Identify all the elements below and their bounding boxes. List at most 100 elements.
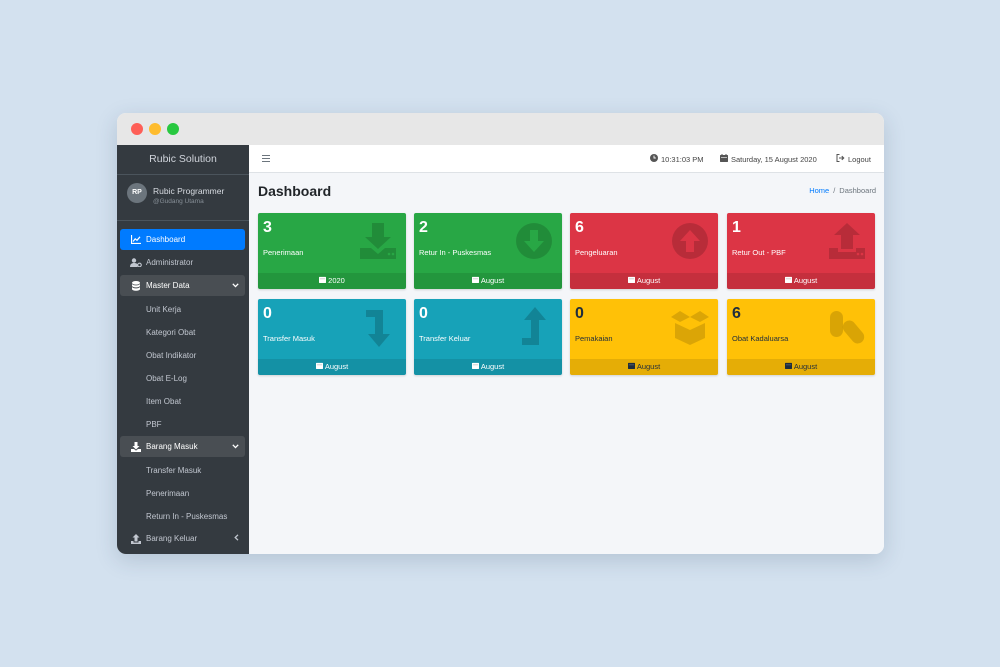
sidebar-item-label: Administrator	[146, 258, 193, 267]
page-title: Dashboard	[258, 183, 331, 199]
info-box-retur-out-pbf[interactable]: 1 Retur Out - PBF August	[727, 213, 875, 289]
box-footer: August	[727, 273, 875, 289]
box-label: Obat Kadaluarsa	[732, 334, 788, 343]
info-box-pengeluaran[interactable]: 6 Pengeluaran August	[570, 213, 718, 289]
box-footer-label: August	[325, 359, 348, 375]
sidebar-item-barang-keluar[interactable]: Barang Keluar	[120, 528, 245, 549]
box-footer-label: August	[637, 359, 660, 375]
sidebar-subitem-item-obat[interactable]: Item Obat	[117, 390, 249, 413]
box-label: Pengeluaran	[575, 248, 618, 257]
box-label: Transfer Keluar	[419, 334, 470, 343]
info-box-transfer-masuk[interactable]: 0 Transfer Masuk August	[258, 299, 406, 375]
box-label: Retur In - Puskesmas	[419, 248, 491, 257]
sidebar-item-label: Barang Masuk	[146, 442, 198, 451]
download-icon	[358, 221, 398, 261]
box-footer: August	[414, 359, 562, 375]
sidebar-item-barang-masuk[interactable]: Barang Masuk	[120, 436, 245, 457]
sidebar-item-label: Dashboard	[146, 235, 185, 244]
arrow-circle-up-icon	[670, 221, 710, 261]
capsules-icon	[827, 307, 867, 347]
sidebar-subitem-pbf[interactable]: PBF	[117, 413, 249, 436]
window-titlebar	[117, 113, 884, 145]
box-value: 1	[732, 219, 741, 237]
box-footer-label: 2020	[328, 273, 345, 289]
menu-toggle-icon[interactable]	[262, 155, 270, 162]
box-footer: August	[258, 359, 406, 375]
level-up-icon	[514, 307, 554, 347]
calendar-icon	[319, 273, 326, 289]
chevron-down-icon	[232, 275, 239, 296]
box-footer: August	[570, 359, 718, 375]
sidebar-subitem-obat-elog[interactable]: Obat E-Log	[117, 367, 249, 390]
sidebar-item-label: Barang Keluar	[146, 534, 197, 543]
box-value: 6	[732, 305, 741, 323]
brand-title[interactable]: Rubic Solution	[117, 145, 249, 175]
box-footer-label: August	[481, 273, 504, 289]
box-label: Pemakaian	[575, 334, 613, 343]
calendar-icon	[785, 273, 792, 289]
sidebar-item-label: Master Data	[146, 281, 190, 290]
sign-out-icon	[836, 146, 845, 173]
sidebar-nav: Dashboard Administrator Master Data Unit…	[117, 229, 249, 551]
info-box-retur-in-puskesmas[interactable]: 2 Retur In - Puskesmas August	[414, 213, 562, 289]
calendar-icon	[785, 359, 792, 375]
calendar-icon	[316, 359, 323, 375]
users-cog-icon	[130, 252, 142, 273]
box-value: 0	[419, 305, 428, 323]
minimize-window-button[interactable]	[149, 123, 161, 135]
arrow-circle-down-icon	[514, 221, 554, 261]
sidebar: Rubic Solution RP Rubic Programmer @Guda…	[117, 145, 249, 554]
download-icon	[130, 436, 142, 457]
box-value: 2	[419, 219, 428, 237]
info-box-penerimaan[interactable]: 3 Penerimaan 2020	[258, 213, 406, 289]
logout-link[interactable]: Logout	[836, 145, 871, 173]
box-value: 0	[575, 305, 584, 323]
box-label: Transfer Masuk	[263, 334, 315, 343]
level-down-icon	[358, 307, 398, 347]
browser-window: Rubic Solution RP Rubic Programmer @Guda…	[117, 113, 884, 554]
chevron-down-icon	[232, 436, 239, 457]
current-time: 10:31:03 PM	[661, 146, 704, 173]
date-display: Saturday, 15 August 2020	[720, 145, 817, 173]
sidebar-subitem-kategori-obat[interactable]: Kategori Obat	[117, 321, 249, 344]
box-value: 3	[263, 219, 272, 237]
user-location: @Gudang Utama	[153, 198, 204, 205]
avatar[interactable]: RP	[127, 183, 147, 203]
box-label: Penerimaan	[263, 248, 303, 257]
info-box-obat-kadaluarsa[interactable]: 6 Obat Kadaluarsa August	[727, 299, 875, 375]
clock-icon	[650, 146, 658, 173]
user-name[interactable]: Rubic Programmer	[153, 186, 224, 196]
breadcrumb-home-link[interactable]: Home	[809, 186, 829, 195]
box-footer-label: August	[481, 359, 504, 375]
box-value: 0	[263, 305, 272, 323]
sidebar-subitem-unit-kerja[interactable]: Unit Kerja	[117, 298, 249, 321]
breadcrumb: Home / Dashboard	[809, 186, 876, 195]
sidebar-subitem-transfer-masuk[interactable]: Transfer Masuk	[117, 459, 249, 482]
breadcrumb-current: Dashboard	[839, 186, 876, 195]
sidebar-subitem-obat-indikator[interactable]: Obat Indikator	[117, 344, 249, 367]
close-window-button[interactable]	[131, 123, 143, 135]
box-footer-label: August	[794, 359, 817, 375]
info-box-transfer-keluar[interactable]: 0 Transfer Keluar August	[414, 299, 562, 375]
logout-label: Logout	[848, 146, 871, 173]
upload-icon	[827, 221, 867, 261]
current-date: Saturday, 15 August 2020	[731, 146, 817, 173]
calendar-icon	[472, 359, 479, 375]
info-box-pemakaian[interactable]: 0 Pemakaian August	[570, 299, 718, 375]
sidebar-item-master-data[interactable]: Master Data	[120, 275, 245, 296]
box-footer: August	[414, 273, 562, 289]
sidebar-subitem-penerimaan[interactable]: Penerimaan	[117, 482, 249, 505]
sidebar-item-administrator[interactable]: Administrator	[120, 252, 245, 273]
box-footer: August	[727, 359, 875, 375]
clock-display: 10:31:03 PM	[650, 145, 704, 173]
sidebar-item-dashboard[interactable]: Dashboard	[120, 229, 245, 250]
main-content: Dashboard Home / Dashboard 3 Penerimaan 20…	[249, 173, 884, 554]
sidebar-subitem-return-in-puskesmas[interactable]: Return In - Puskesmas	[117, 505, 249, 528]
box-footer-label: August	[794, 273, 817, 289]
box-label: Retur Out - PBF	[732, 248, 786, 257]
chart-line-icon	[130, 229, 142, 250]
box-footer: August	[570, 273, 718, 289]
calendar-icon	[720, 146, 728, 173]
box-open-icon	[670, 307, 710, 347]
maximize-window-button[interactable]	[167, 123, 179, 135]
